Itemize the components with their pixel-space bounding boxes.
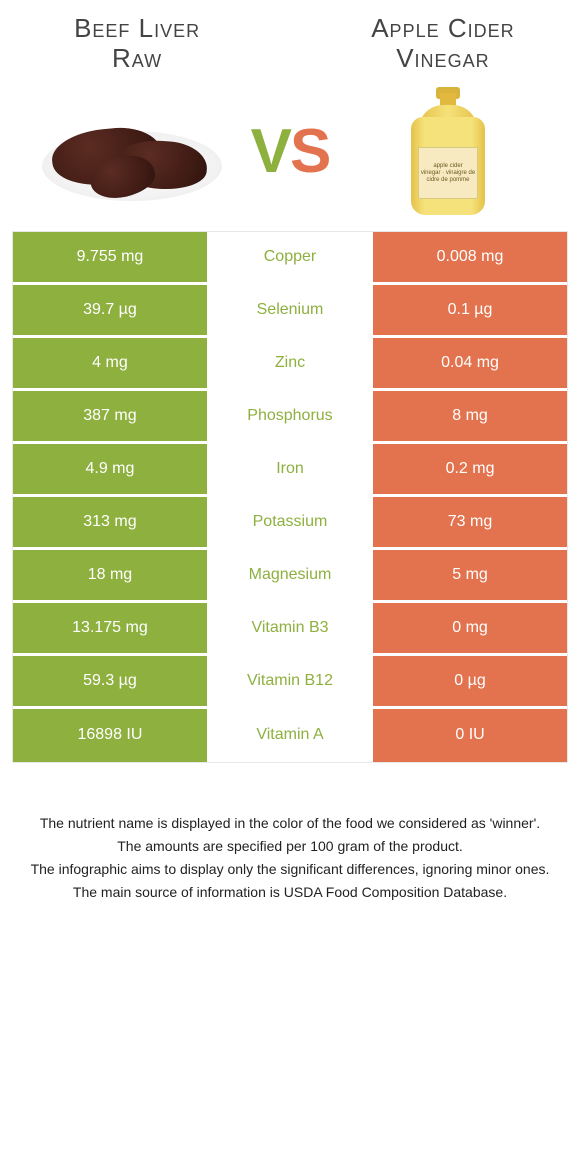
table-row: 9.755 mgCopper0.008 mg [13, 232, 567, 285]
footnotes: The nutrient name is displayed in the co… [12, 813, 568, 903]
table-row: 387 mgPhosphorus8 mg [13, 391, 567, 444]
nutrient-table: 9.755 mgCopper0.008 mg39.7 µgSelenium0.1… [12, 231, 568, 763]
nutrient-label: Magnesium [207, 550, 373, 600]
right-value: 0.04 mg [373, 338, 567, 388]
nutrient-label: Potassium [207, 497, 373, 547]
nutrient-label: Zinc [207, 338, 373, 388]
table-row: 4.9 mgIron0.2 mg [13, 444, 567, 497]
table-row: 313 mgPotassium73 mg [13, 497, 567, 550]
left-title-line2: Raw [112, 43, 162, 73]
footnote-line: The amounts are specified per 100 gram o… [20, 836, 560, 857]
nutrient-label: Phosphorus [207, 391, 373, 441]
right-value: 0 IU [373, 709, 567, 762]
nutrient-label: Copper [207, 232, 373, 282]
table-row: 13.175 mgVitamin B30 mg [13, 603, 567, 656]
left-value: 18 mg [13, 550, 207, 600]
left-value: 4 mg [13, 338, 207, 388]
vs-label: V S [251, 116, 330, 187]
table-row: 59.3 µgVitamin B120 µg [13, 656, 567, 709]
right-value: 8 mg [373, 391, 567, 441]
table-row: 4 mgZinc0.04 mg [13, 338, 567, 391]
footnote-line: The infographic aims to display only the… [20, 859, 560, 880]
bottle-label: apple cider vinegar · vinaigre de cidre … [418, 147, 478, 199]
footnote-line: The main source of information is USDA F… [20, 882, 560, 903]
table-row: 39.7 µgSelenium0.1 µg [13, 285, 567, 338]
right-value: 0 µg [373, 656, 567, 706]
right-value: 5 mg [373, 550, 567, 600]
right-food-title: Apple Cider Vinegar [318, 14, 568, 74]
nutrient-label: Vitamin A [207, 709, 373, 762]
left-value: 387 mg [13, 391, 207, 441]
right-value: 0 mg [373, 603, 567, 653]
table-row: 16898 IUVitamin A0 IU [13, 709, 567, 762]
vinegar-image: apple cider vinegar · vinaigre de cidre … [358, 84, 538, 219]
right-value: 73 mg [373, 497, 567, 547]
right-value: 0.2 mg [373, 444, 567, 494]
right-value: 0.1 µg [373, 285, 567, 335]
vs-s: S [290, 116, 329, 187]
left-title-line1: Beef Liver [74, 13, 200, 43]
beef-liver-image [42, 84, 222, 219]
table-row: 18 mgMagnesium5 mg [13, 550, 567, 603]
food-titles: Beef Liver Raw Apple Cider Vinegar [12, 14, 568, 74]
nutrient-label: Vitamin B3 [207, 603, 373, 653]
nutrient-label: Iron [207, 444, 373, 494]
right-title-line2: Vinegar [396, 43, 489, 73]
left-value: 16898 IU [13, 709, 207, 762]
left-value: 4.9 mg [13, 444, 207, 494]
left-value: 13.175 mg [13, 603, 207, 653]
footnote-line: The nutrient name is displayed in the co… [20, 813, 560, 834]
right-value: 0.008 mg [373, 232, 567, 282]
vs-v: V [251, 116, 290, 187]
left-value: 39.7 µg [13, 285, 207, 335]
hero-row: V S apple cider vinegar · vinaigre de ci… [12, 84, 568, 219]
left-food-title: Beef Liver Raw [12, 14, 262, 74]
nutrient-label: Vitamin B12 [207, 656, 373, 706]
left-value: 9.755 mg [13, 232, 207, 282]
left-value: 313 mg [13, 497, 207, 547]
nutrient-label: Selenium [207, 285, 373, 335]
right-title-line1: Apple Cider [371, 13, 514, 43]
left-value: 59.3 µg [13, 656, 207, 706]
